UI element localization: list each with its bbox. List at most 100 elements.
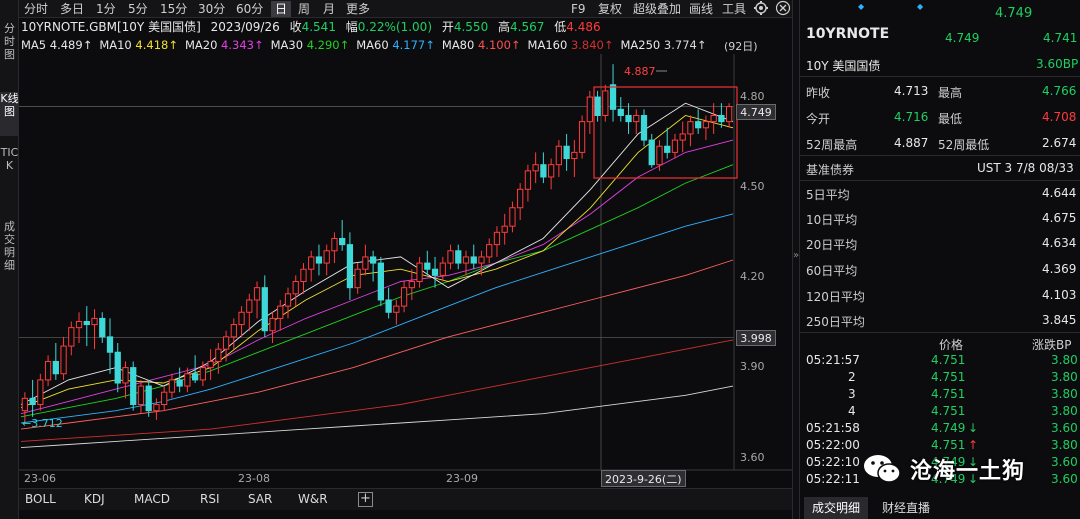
period-more[interactable]: 更多 [346,2,371,16]
candle-body [21,397,29,412]
divider [800,76,1080,77]
tab-finance-live[interactable]: 财经直播 [882,501,931,515]
ma-legend-label: MA160 [527,38,571,52]
indicator-wr[interactable]: W&R [298,492,328,506]
candle-body [52,360,59,375]
candle-body [563,145,570,160]
f9-button[interactable]: F9 [571,2,586,16]
candle-body [207,360,214,369]
stat-label: 52周最低 [938,138,990,152]
quote-panel: ◆ ◆ 4.749 10YRNOTE 4.749 4.741 10Y 美国国债 … [800,0,1080,519]
candle-body [439,262,446,276]
low-label: 低 [554,20,567,34]
candle-body [44,360,52,381]
period-toolbar: 分时 多日 1分 5分 15分 30分 60分 日 周 月 更多 F9 复权 超… [19,0,792,18]
period-week[interactable]: 周 [298,2,311,16]
candle-body [462,256,470,264]
trade-price: 4.751 [931,353,966,367]
candle-body [83,320,90,326]
ma-legend-value: 4.177↑ [392,38,435,52]
candle-body [385,299,392,313]
avg-label: 250日平均 [806,315,865,329]
close-label: 收 [289,20,302,34]
period-1min[interactable]: 1分 [96,2,116,16]
candle-body [431,268,439,276]
avg-value: 4.634 [1042,236,1077,250]
left-view-tabs: 分时图 K线图 TICK 成交明细 [0,0,19,519]
ma-legend-value: 4.343↑ [221,38,264,52]
panel-splitter[interactable]: » [792,0,800,519]
kline-chart[interactable]: 4.887 ←3.712 [19,54,792,488]
candle-body [679,133,686,141]
indicator-sar[interactable]: SAR [248,492,273,506]
gear-icon[interactable] [753,0,769,16]
candle-body [602,90,609,116]
close-icon[interactable] [775,0,791,16]
ma-legend-label: MA30 [270,38,307,52]
draw-line-button[interactable]: 画线 [689,2,714,16]
ma-legend-value: 4.100↑ [477,38,521,52]
wechat-icon [864,455,901,483]
candle-body [215,348,222,362]
period-month[interactable]: 月 [323,2,336,16]
stat-label: 昨收 [806,86,831,100]
candle-body [617,108,624,116]
days-badge[interactable]: (92日) [724,40,758,53]
period-30min[interactable]: 30分 [198,2,226,16]
tools-button[interactable]: 工具 [722,2,747,16]
ma-legend-value: 4.418↑ [135,38,178,52]
tab-trade-detail-bottom[interactable]: 成交明细 [804,497,869,519]
avg-label: 5日平均 [806,188,850,202]
arrow-down-icon: ↓ [968,421,979,435]
period-timeshare[interactable]: 分时 [24,2,49,16]
trade-change: 3.60 [1051,472,1078,486]
trade-change: 3.80 [1051,438,1078,452]
period-day[interactable]: 日 [271,1,292,17]
ma-legend-label: MA250 [620,38,664,52]
ma-legend-item: MA80 4.100↑ [442,38,521,52]
ma-legend-item: MA30 4.290↑ [271,38,350,52]
overlay-button[interactable]: 超级叠加 [633,2,682,16]
stat-value: 2.674 [1042,136,1077,150]
trade-price: 4.751 [931,370,966,384]
tab-kline[interactable]: K线图 [0,92,19,136]
stat-label: 最低 [938,112,963,126]
trade-change: 3.80 [1051,404,1078,418]
instrument-name: 10Y 美国国债 [806,59,881,73]
avg-value: 4.675 [1042,211,1077,225]
candle-body [184,373,191,387]
collapse-arrow-icon[interactable]: » [793,250,800,261]
open-value: 4.550 [453,20,489,34]
avg-label: 60日平均 [806,264,858,278]
restore-button[interactable]: 复权 [598,2,623,16]
trade-price: 4.749 [931,472,966,486]
candle-body [60,345,67,375]
indicator-macd[interactable]: MACD [134,492,170,506]
period-5min[interactable]: 5分 [128,2,148,16]
candle-body [284,293,292,307]
period-15min[interactable]: 15分 [160,2,188,16]
period-60min[interactable]: 60分 [236,2,264,16]
candle-body [416,262,423,283]
candle-body [408,281,415,289]
tab-trade-detail[interactable]: 成交明细 [4,220,15,272]
indicator-boll[interactable]: BOLL [25,492,56,506]
candle-body [145,385,152,412]
price-tick: 3.90 [740,360,765,373]
avg-value: 4.644 [1042,186,1077,200]
indicator-kdj[interactable]: KDJ [84,492,105,506]
indicator-rsi[interactable]: RSI [200,492,220,506]
tab-tick[interactable]: TICK [0,146,19,172]
instrument-code: 10YRNOTE [806,26,890,42]
candle-body [130,367,137,406]
high-mark-label: 4.887 [624,65,656,78]
tab-timeshare[interactable]: 分时图 [4,22,15,61]
period-multiday[interactable]: 多日 [60,2,85,16]
candle-body [594,96,601,116]
bottom-tabs: 成交明细 财经直播 [800,497,1080,519]
trade-price: 4.749 [931,421,966,435]
ma-legend-item: MA10 4.418↑ [99,38,178,52]
add-indicator-button[interactable]: + [358,492,373,507]
candle-body [37,379,44,406]
candle-body [424,262,431,270]
